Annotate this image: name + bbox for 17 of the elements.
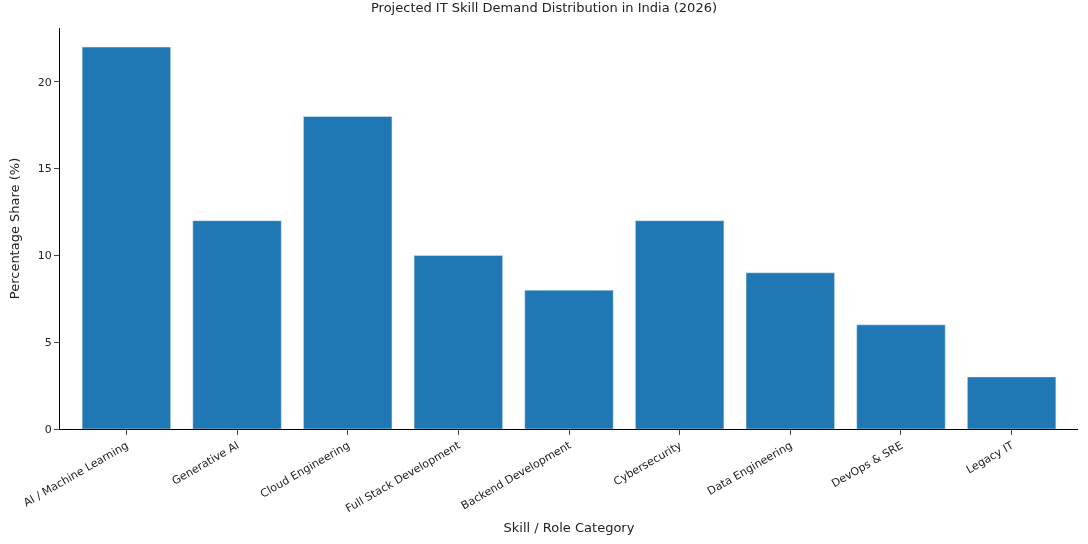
- bar: [192, 220, 282, 429]
- bar: [967, 376, 1057, 429]
- bar: [635, 220, 725, 429]
- bar: [745, 272, 835, 429]
- y-tick-label: 0: [44, 422, 52, 436]
- bar: [856, 324, 946, 429]
- bar: [524, 289, 614, 429]
- y-axis-title: Percentage Share (%): [6, 157, 22, 300]
- y-tick-label: 5: [44, 336, 52, 350]
- bar: [413, 255, 503, 429]
- y-tick-label: 15: [37, 162, 52, 176]
- chart-title: Projected IT Skill Demand Distribution in India (2026): [371, 0, 717, 15]
- bar: [81, 46, 171, 429]
- bar: [303, 116, 393, 429]
- y-tick-label: 10: [37, 249, 52, 263]
- y-tick-label: 20: [37, 75, 52, 89]
- x-axis-title: Skill / Role Category: [503, 519, 635, 535]
